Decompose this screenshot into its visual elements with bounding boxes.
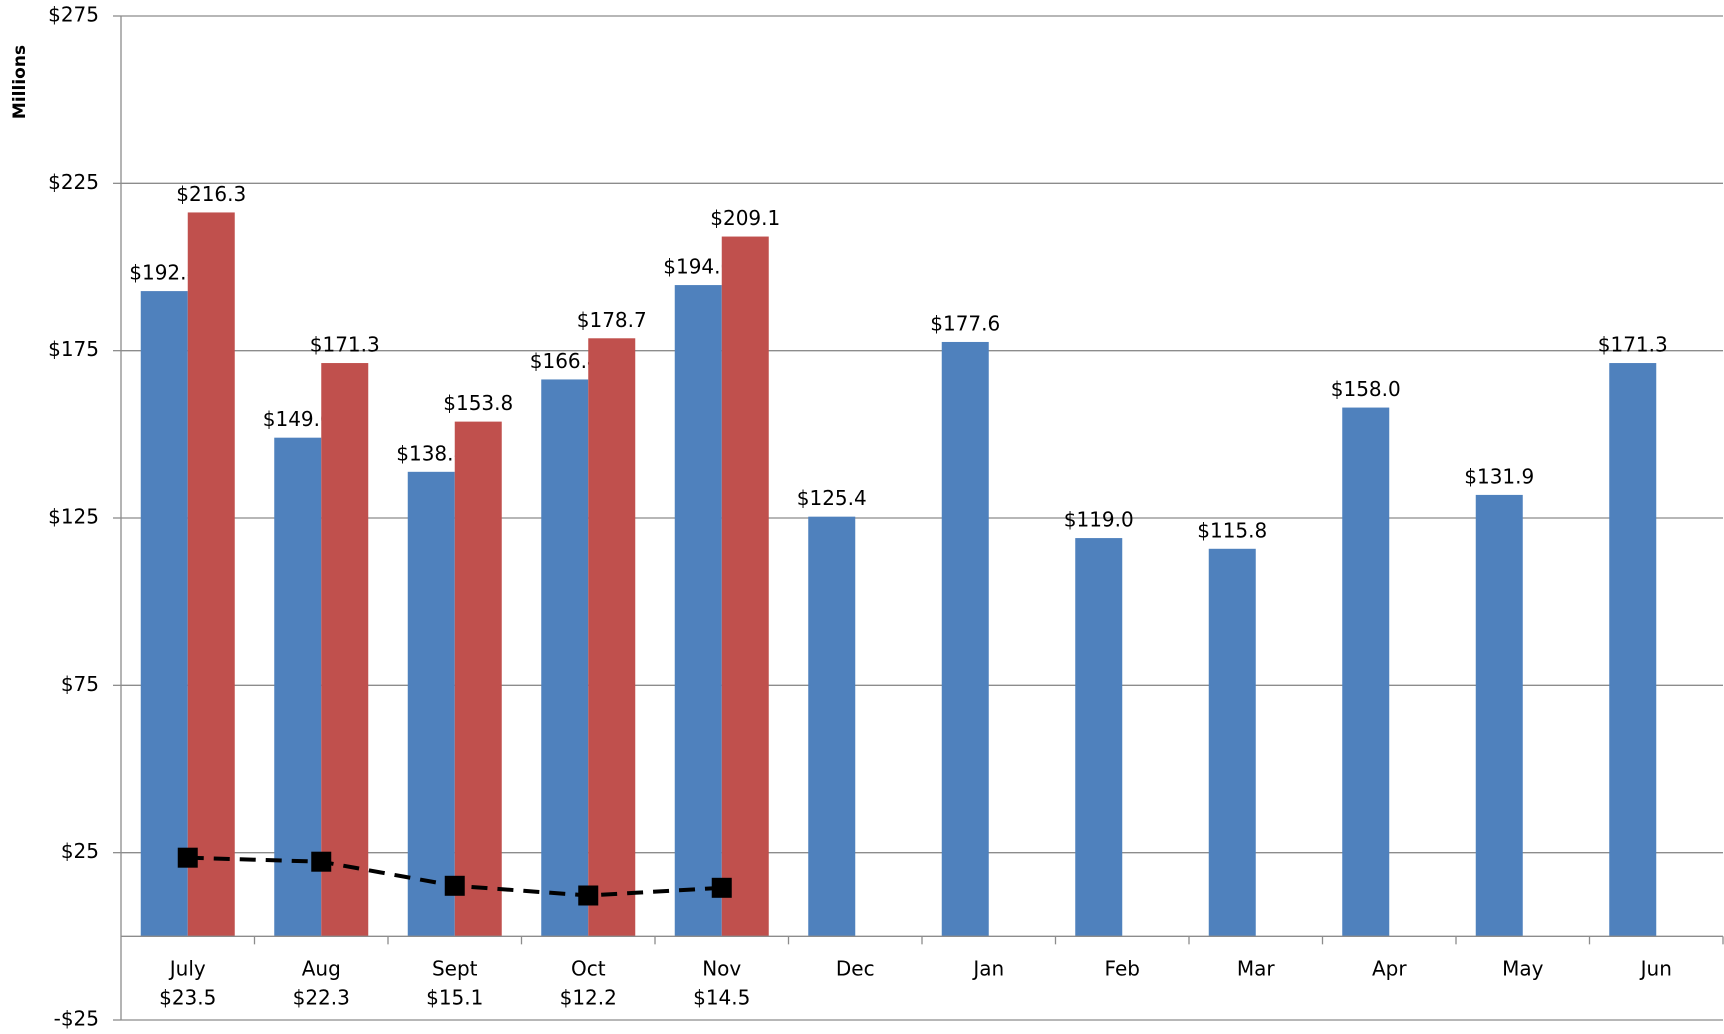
x-tick-label: Aug [302,957,341,981]
y-tick-label: -$25 [54,1007,99,1031]
bar [941,341,989,937]
bar [808,516,856,937]
bar [541,379,589,937]
bar-value-label: $125.4 [797,486,867,510]
bar [1475,494,1523,937]
y-tick-label: $175 [48,337,99,361]
bar-value-label: $192.8 [129,261,199,285]
line-value-label: $15.1 [426,986,483,1010]
bar [721,236,769,937]
bar [187,212,235,937]
line-value-label: $23.5 [159,986,216,1010]
bar [321,363,369,937]
bar [588,338,636,937]
x-tick-label: Dec [836,957,875,981]
bar-value-label: $153.8 [443,391,513,415]
y-tick-label: $125 [48,505,99,529]
bar [1609,363,1657,937]
bar [674,285,722,937]
line-marker [177,847,198,868]
x-tick-label: Oct [571,957,606,981]
x-tick-label: Feb [1105,957,1140,981]
bar-value-label: $178.7 [577,308,647,332]
bar [454,421,502,937]
bar-value-label: $149.0 [263,407,333,431]
x-tick-label: Apr [1372,957,1407,981]
x-tick-label: Jan [971,957,1004,981]
x-tick-label: July [168,957,206,981]
bar-value-label: $171.3 [310,333,380,357]
bar-value-label: $138.8 [396,441,466,465]
x-tick-label: Sept [432,957,478,981]
line-marker [711,877,732,898]
x-tick-label: Jun [1639,957,1672,981]
y-tick-label: $275 [48,3,99,27]
line-value-label: $22.3 [293,986,350,1010]
line-marker [578,885,599,906]
y-tick-label: $25 [61,839,99,863]
bar [1075,538,1123,937]
bar-value-label: $216.3 [176,182,246,206]
bar-value-label: $177.6 [930,311,1000,335]
bar-value-label: $158.0 [1331,377,1401,401]
line-value-label: $12.2 [560,986,617,1010]
line-value-label: $14.5 [693,986,750,1010]
line-marker [444,875,465,896]
x-tick-label: Nov [702,957,741,981]
bar [1208,548,1256,937]
bar-value-label: $209.1 [710,206,780,230]
x-tick-label: May [1502,957,1544,981]
y-axis-title: Millions [10,45,30,119]
bar-value-label: $119.0 [1064,508,1134,532]
bar [407,471,455,937]
y-tick-label: $75 [61,672,99,696]
bar-value-label: $166.4 [530,349,600,373]
bar-value-label: $115.8 [1197,518,1267,542]
bar-value-label: $131.9 [1464,464,1534,488]
bar-value-label: $194.6 [663,255,733,279]
bar-value-label: $171.3 [1598,333,1668,357]
bar [1342,407,1390,937]
bar [140,291,188,937]
line-marker [311,851,332,872]
x-tick-label: Mar [1237,957,1276,981]
y-tick-label: $225 [48,170,99,194]
